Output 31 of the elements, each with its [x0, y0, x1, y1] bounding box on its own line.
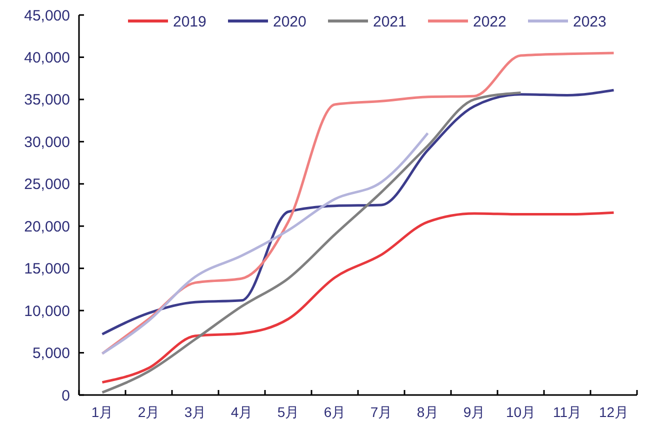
y-tick-label: 5,000: [32, 345, 70, 362]
line-series: [101, 132, 429, 355]
y-tick-label: 30,000: [24, 134, 70, 151]
x-tick-label: 7月: [370, 404, 392, 420]
legend-label: 2022: [473, 13, 506, 30]
x-tick-label: 2月: [138, 404, 160, 420]
legend-label: 2020: [273, 13, 306, 30]
y-tick-label: 15,000: [24, 260, 70, 278]
line-series: [101, 88, 615, 336]
x-tick-label: 5月: [277, 404, 300, 420]
x-tick-label: 3月: [184, 404, 206, 420]
y-tick-label: 40,000: [24, 49, 70, 66]
x-tick-label: 11月: [552, 404, 582, 420]
y-tick-label: 45,000: [24, 7, 70, 24]
legend-label: 2019: [173, 13, 206, 30]
line-series: [101, 211, 615, 384]
x-tick-label: 10月: [506, 404, 536, 420]
x-tick-label: 1月: [91, 404, 114, 420]
legend-label: 2023: [573, 13, 606, 30]
x-tick-label: 12月: [598, 404, 629, 420]
legend-label: 2021: [373, 13, 406, 30]
line-series: [101, 91, 522, 394]
y-tick-label: 35,000: [24, 92, 70, 109]
x-tick-label: 9月: [463, 404, 486, 420]
x-tick-label: 4月: [230, 404, 253, 420]
y-tick-label: 25,000: [24, 176, 70, 194]
y-tick-label: 0: [62, 387, 70, 404]
y-tick-label: 10,000: [24, 302, 70, 320]
y-tick-label: 20,000: [24, 218, 70, 236]
x-tick-label: 6月: [324, 404, 346, 420]
x-tick-label: 8月: [416, 404, 439, 420]
